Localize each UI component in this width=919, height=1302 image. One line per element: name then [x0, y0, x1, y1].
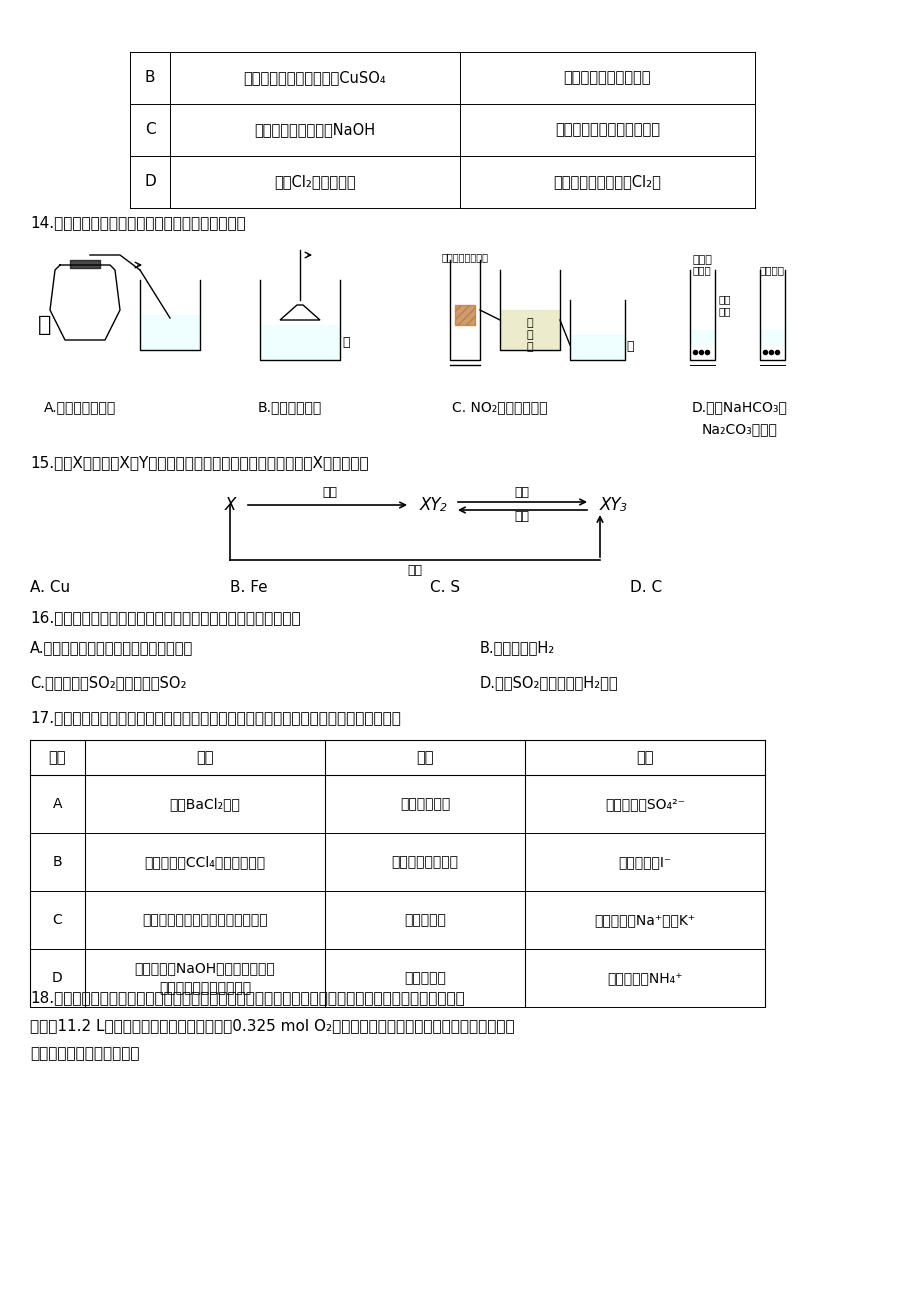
Text: 确认Cl₂无漂白作用: 确认Cl₂无漂白作用 [274, 174, 356, 190]
Text: ✋: ✋ [39, 315, 51, 335]
Text: D: D [144, 174, 155, 190]
Text: A. Cu: A. Cu [30, 579, 70, 595]
Text: D.比较NaHCO₃和: D.比较NaHCO₃和 [691, 400, 787, 414]
Text: 结论: 结论 [636, 750, 653, 766]
Text: 触摸
外壁: 触摸 外壁 [718, 294, 731, 316]
Text: 滴加氯化和CCl₄，振荡、静置: 滴加氯化和CCl₄，振荡、静置 [144, 855, 266, 868]
Text: C.会立即生成SO₂，且只生成SO₂: C.会立即生成SO₂，且只生成SO₂ [30, 674, 187, 690]
Text: B: B [144, 70, 155, 86]
Text: 将有色纸条放入干燥Cl₂中: 将有色纸条放入干燥Cl₂中 [553, 174, 661, 190]
Text: 水: 水 [625, 341, 633, 354]
Text: 可上下移动的铜丝: 可上下移动的铜丝 [441, 253, 488, 262]
Text: 试纸不变蒓: 试纸不变蒓 [403, 971, 446, 986]
Text: 现象: 现象 [415, 750, 433, 766]
Text: 共收集11.2 L气体（标准状况），将该气体与0.325 mol O₂混合通入水，恰好无气体剩余。则反应中消耗: 共收集11.2 L气体（标准状况），将该气体与0.325 mol O₂混合通入水… [30, 1018, 514, 1032]
Text: 原溶液中有Na⁺、无K⁺: 原溶液中有Na⁺、无K⁺ [594, 913, 695, 927]
Text: D.除了SO₂外，还会有H₂产生: D.除了SO₂外，还会有H₂产生 [480, 674, 618, 690]
Text: 选项: 选项 [49, 750, 66, 766]
Text: C: C [144, 122, 155, 138]
Text: 确认铜与浓硫酸反应生成CuSO₄: 确认铜与浓硫酸反应生成CuSO₄ [244, 70, 386, 86]
Text: 水: 水 [342, 336, 349, 349]
Text: A: A [52, 797, 62, 811]
Text: B.氨气尾气处理: B.氨气尾气处理 [257, 400, 322, 414]
Text: A.检验装置气密性: A.检验装置气密性 [44, 400, 116, 414]
Text: 硫酸的物质的量为（　　）: 硫酸的物质的量为（ ） [30, 1046, 140, 1061]
Text: 向反应后混合液中加水: 向反应后混合液中加水 [563, 70, 651, 86]
Text: 14.欲进行下列实验，其方案设计合理的是（　　）: 14.欲进行下列实验，其方案设计合理的是（ ） [30, 215, 245, 230]
Text: C: C [52, 913, 62, 927]
Text: C. NO₂被水完全吸收: C. NO₂被水完全吸收 [452, 400, 547, 414]
Text: D: D [52, 971, 62, 986]
Text: 化合: 化合 [407, 564, 422, 577]
Text: B.会立即生成H₂: B.会立即生成H₂ [480, 641, 555, 655]
Text: 操作: 操作 [196, 750, 213, 766]
Text: 16.将过量的金属锔投入热浓硫酸中，下列判断正确的是（　　）: 16.将过量的金属锔投入热浓硫酸中，下列判断正确的是（ ） [30, 611, 301, 625]
Text: D. C: D. C [630, 579, 662, 595]
Text: B. Fe: B. Fe [230, 579, 267, 595]
Text: 生成白色沉淠: 生成白色沉淠 [400, 797, 449, 811]
Text: 化合: 化合 [514, 486, 529, 499]
Text: 火焉呈黄色: 火焉呈黄色 [403, 913, 446, 927]
Text: 碳酸氢钠: 碳酸氢钠 [759, 266, 784, 275]
Text: C. S: C. S [429, 579, 460, 595]
Text: 碳酸钠: 碳酸钠 [692, 266, 710, 275]
Text: 向反应后混合液中滴加酵酸: 向反应后混合液中滴加酵酸 [554, 122, 659, 138]
Text: B: B [52, 855, 62, 868]
Text: 滴加BaCl₂溶液: 滴加BaCl₂溶液 [169, 797, 240, 811]
Text: XY: XY [419, 496, 440, 514]
Text: 原溶液中有I⁻: 原溶液中有I⁻ [618, 855, 671, 868]
Text: 18.一定质量的铜和适量的浓硫酸反应，随着反应的进行，所生成的气体颜色逐渐变浅，当铜反应完毕后，: 18.一定质量的铜和适量的浓硫酸反应，随着反应的进行，所生成的气体颜色逐渐变浅，… [30, 990, 464, 1005]
Text: 下层溶液显紫红色: 下层溶液显紫红色 [391, 855, 458, 868]
Text: 化合: 化合 [514, 509, 529, 522]
Text: XY: XY [598, 496, 620, 514]
Text: 2: 2 [440, 503, 447, 513]
Text: 滴加几滴稀NaOH溶液，将湿润的
红色石蕊试纸置于试管口: 滴加几滴稀NaOH溶液，将湿润的 红色石蕊试纸置于试管口 [134, 961, 275, 995]
Text: 置换: 置换 [323, 487, 337, 500]
Text: 3: 3 [619, 503, 627, 513]
Text: 原溶液中有SO₄²⁻: 原溶液中有SO₄²⁻ [605, 797, 685, 811]
Text: 17.向四支试管中分别加入少量不同的无色溶液进行如下操作，其中结论正确的是（　　）: 17.向四支试管中分别加入少量不同的无色溶液进行如下操作，其中结论正确的是（ ） [30, 710, 401, 725]
Text: 确认鍶与水反应生成NaOH: 确认鍶与水反应生成NaOH [255, 122, 375, 138]
Text: 15.元素X的单质及X与Y形成的化合物能发生如图所示的转化，则X为（　　）: 15.元素X的单质及X与Y形成的化合物能发生如图所示的转化，则X为（ ） [30, 454, 369, 470]
Text: Na₂CO₃溶解度: Na₂CO₃溶解度 [701, 422, 777, 436]
Text: A.金属锔表面因生成致密氧化膜而不反应: A.金属锔表面因生成致密氧化膜而不反应 [30, 641, 193, 655]
Text: X: X [224, 496, 235, 514]
Text: 原溶液中无NH₄⁺: 原溶液中无NH₄⁺ [607, 971, 682, 986]
Text: 用洁净铂丝蕾取溶液进行焉色反应: 用洁净铂丝蕾取溶液进行焉色反应 [142, 913, 267, 927]
Text: 浓
硝
酸: 浓 硝 酸 [526, 319, 533, 352]
Text: 少量水: 少量水 [691, 255, 711, 266]
